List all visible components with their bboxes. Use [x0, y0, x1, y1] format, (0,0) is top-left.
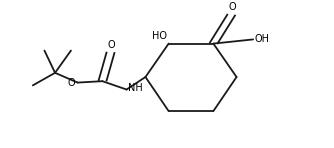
Text: HO: HO [152, 31, 167, 41]
Text: OH: OH [254, 34, 269, 44]
Text: O: O [68, 78, 75, 88]
Text: O: O [229, 2, 236, 12]
Text: O: O [108, 40, 116, 50]
Text: NH: NH [128, 83, 143, 93]
